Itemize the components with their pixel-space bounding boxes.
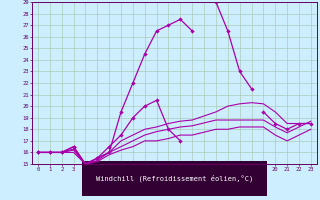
X-axis label: Windchill (Refroidissement éolien,°C): Windchill (Refroidissement éolien,°C) (96, 175, 253, 182)
